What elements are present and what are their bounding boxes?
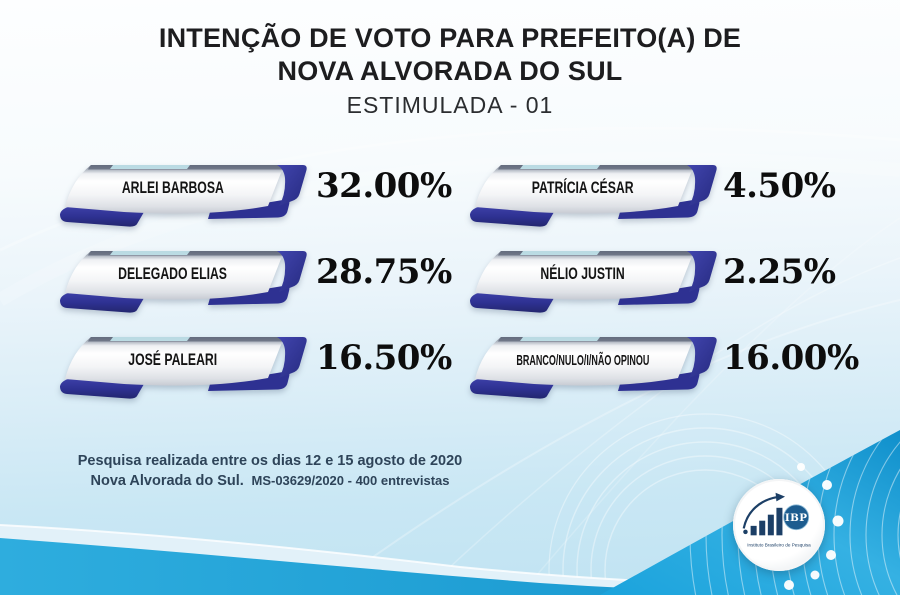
result-row: DELEGADO ELIAS — [58, 248, 308, 314]
bar-chart-icon — [743, 507, 783, 536]
candidate-name: BRANCO/NULO/I/NÃO OPINOU — [516, 351, 650, 369]
survey-note: Pesquisa realizada entre os dias 12 e 15… — [70, 452, 470, 491]
result-value: 28.75% — [316, 252, 452, 292]
result-row: ARLEI BARBOSA — [58, 162, 308, 228]
result-value: 16.00% — [723, 338, 859, 378]
ibp-full-name: Instituto Brasileiro de Pesquisa — [747, 543, 811, 548]
candidate-name: JOSÉ PALEARI — [128, 350, 218, 369]
ibp-logo: IBP Instituto Brasileiro de Pesquisa — [733, 479, 825, 571]
result-row: BRANCO/NULO/I/NÃO OPINOU — [468, 334, 718, 400]
result-value: 32.00% — [316, 166, 452, 206]
result-value: 4.50% — [723, 166, 836, 206]
growth-arrow-icon — [742, 492, 786, 529]
candidate-name: NÉLIO JUSTIN — [540, 264, 626, 283]
page-subtitle: ESTIMULADA - 01 — [346, 92, 554, 118]
candidate-name: DELEGADO ELIAS — [118, 264, 228, 283]
page-title: INTENÇÃO DE VOTO PARA PREFEITO(A) DE NOV… — [0, 22, 900, 88]
survey-note-line1: Pesquisa realizada entre os dias 12 e 15… — [77, 453, 463, 469]
result-row: JOSÉ PALEARI — [58, 334, 308, 400]
title-line-1: INTENÇÃO DE VOTO PARA PREFEITO(A) DE — [158, 23, 742, 53]
candidate-name: ARLEI BARBOSA — [121, 178, 224, 197]
title-line-2: NOVA ALVORADA DO SUL — [277, 56, 623, 86]
result-row: PATRÍCIA CÉSAR — [468, 162, 718, 228]
ibp-logo-graphic: IBP Instituto Brasileiro de Pesquisa — [742, 492, 811, 548]
logo-orbit-dots — [784, 463, 844, 590]
candidate-name: PATRÍCIA CÉSAR — [532, 178, 634, 197]
survey-note-line2: Nova Alvorada do Sul. MS-03629/2020 - 40… — [90, 473, 450, 489]
result-row: NÉLIO JUSTIN — [468, 248, 718, 314]
result-value: 2.25% — [723, 252, 836, 292]
ibp-acronym-circle — [783, 504, 810, 531]
result-value: 16.50% — [316, 338, 452, 378]
ibp-acronym: IBP — [785, 512, 808, 524]
